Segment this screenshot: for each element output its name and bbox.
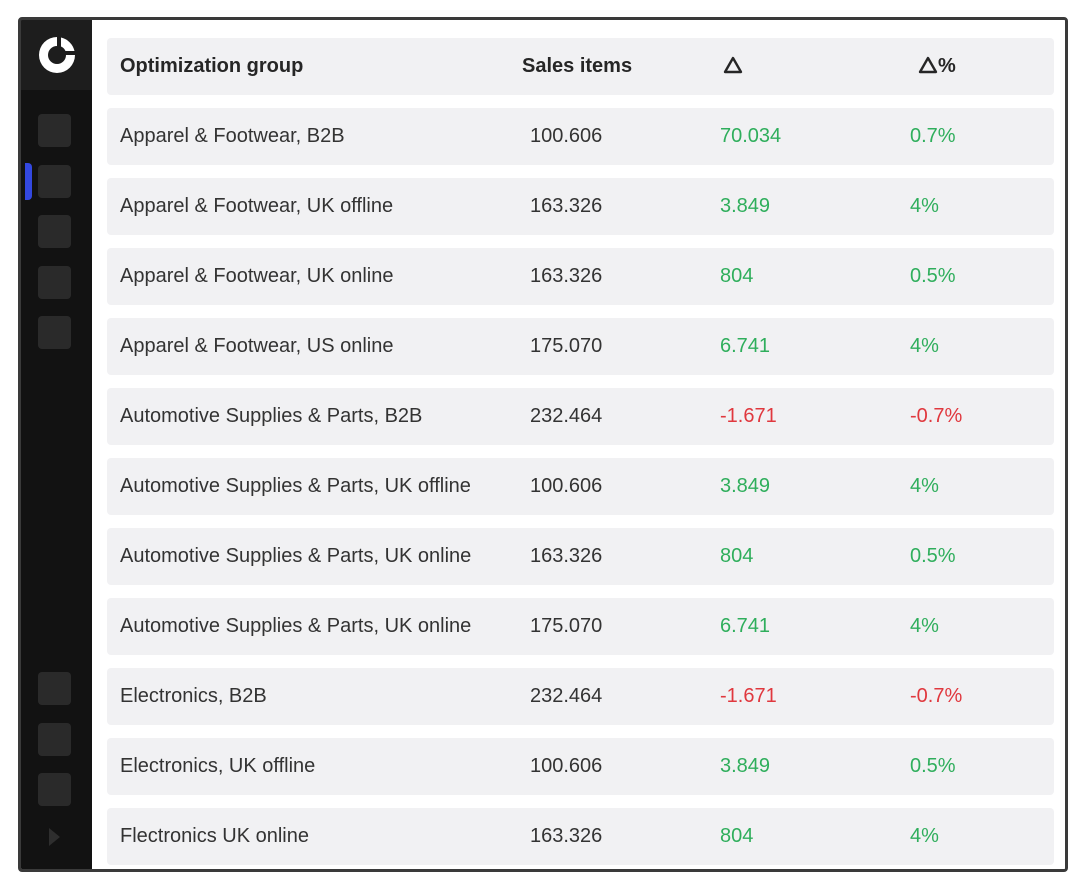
row-delta-percent: -0.7% (910, 405, 963, 427)
row-delta-percent: 4% (910, 615, 939, 637)
row-delta: -1.671 (720, 405, 777, 427)
main-content: Optimization group Sales items % Apparel… (92, 20, 1065, 869)
row-group-name: Automotive Supplies & Parts, UK online (120, 545, 472, 567)
row-delta: 70.034 (720, 125, 782, 147)
row-sales-items: 100.606 (530, 125, 603, 147)
row-group-name: Apparel & Footwear, UK offline (120, 195, 394, 217)
table-header: Optimization group Sales items % (107, 38, 1054, 95)
table-row[interactable]: Electronics, B2B 232.464 -1.671 -0.7% (107, 668, 1054, 725)
row-delta: 3.849 (720, 195, 771, 217)
delta-triangle-icon (918, 56, 938, 73)
row-delta-percent: 0.5% (910, 755, 956, 777)
row-sales-items: 175.070 (530, 335, 603, 357)
row-delta-percent: 4% (910, 475, 939, 497)
table-row[interactable]: Apparel & Footwear, UK online 163.326 804 0… (107, 248, 1054, 305)
row-sales-items: 175.070 (530, 615, 603, 637)
logo-area[interactable] (21, 20, 92, 90)
row-delta-percent: 4% (910, 825, 939, 847)
row-delta-percent: 4% (910, 335, 939, 357)
row-delta: 6.741 (720, 615, 771, 637)
expand-sidebar-icon[interactable] (49, 828, 60, 846)
header-delta[interactable] (723, 38, 743, 95)
row-sales-items: 163.326 (530, 825, 603, 847)
row-sales-items: 163.326 (530, 195, 603, 217)
active-nav-indicator (25, 163, 32, 200)
delta-triangle-icon (723, 56, 743, 73)
nav-item-1[interactable] (38, 114, 71, 147)
table-row[interactable]: Flectronics UK online 163.326 804 4% (107, 808, 1054, 865)
nav-item-8[interactable] (38, 773, 71, 806)
row-group-name: Electronics, B2B (120, 685, 267, 707)
row-delta: 6.741 (720, 335, 771, 357)
row-delta: 804 (720, 545, 754, 567)
nav-item-4[interactable] (38, 266, 71, 299)
row-delta-percent: 0.5% (910, 265, 956, 287)
percent-symbol: % (938, 55, 956, 78)
table-row[interactable]: Apparel & Footwear, UK offline 163.326 3.8… (107, 178, 1054, 235)
row-group-name: Apparel & Footwear, UK online (120, 265, 394, 287)
row-group-name: Apparel & Footwear, US online (120, 335, 394, 357)
nav-item-5[interactable] (38, 316, 71, 349)
nav-item-7[interactable] (38, 723, 71, 756)
row-delta: -1.671 (720, 685, 777, 707)
row-group-name: Electronics, UK offline (120, 755, 316, 777)
row-delta: 804 (720, 825, 754, 847)
row-group-name: Flectronics UK online (120, 825, 309, 847)
row-group-name: Automotive Supplies & Parts, UK online (120, 615, 472, 637)
table-row[interactable]: Automotive Supplies & Parts, UK online 16… (107, 528, 1054, 585)
header-optimization-group[interactable]: Optimization group (120, 55, 304, 77)
row-delta: 3.849 (720, 475, 771, 497)
header-delta-percent[interactable]: % (918, 38, 956, 95)
row-sales-items: 232.464 (530, 685, 603, 707)
row-delta-percent: 0.5% (910, 545, 956, 567)
header-sales-items[interactable]: Sales items (522, 55, 633, 77)
nav-item-3[interactable] (38, 215, 71, 248)
row-sales-items: 232.464 (530, 405, 603, 427)
table-row[interactable]: Apparel & Footwear, B2B 100.606 70.034 0.7% (107, 108, 1054, 165)
table-row[interactable]: Automotive Supplies & Parts, UK online 17… (107, 598, 1054, 655)
row-delta: 804 (720, 265, 754, 287)
row-sales-items: 100.606 (530, 755, 603, 777)
row-sales-items: 163.326 (530, 265, 603, 287)
table-row[interactable]: Apparel & Footwear, US online 175.070 6.74… (107, 318, 1054, 375)
table-row[interactable]: Electronics, UK offline 100.606 3.849 0.5% (107, 738, 1054, 795)
row-group-name: Automotive Supplies & Parts, B2B (120, 405, 423, 427)
table-row[interactable]: Automotive Supplies & Parts, B2B 232.464 -… (107, 388, 1054, 445)
row-group-name: Apparel & Footwear, B2B (120, 125, 345, 147)
nav-item-2[interactable] (38, 165, 71, 198)
table-row[interactable]: Automotive Supplies & Parts, UK offline 1… (107, 458, 1054, 515)
row-delta-percent: 0.7% (910, 125, 956, 147)
row-group-name: Automotive Supplies & Parts, UK offline (120, 475, 471, 497)
nav-item-6[interactable] (38, 672, 71, 705)
row-delta-percent: -0.7% (910, 685, 963, 707)
row-delta-percent: 4% (910, 195, 939, 217)
brand-logo-icon (38, 37, 75, 73)
app-window: Optimization group Sales items % Apparel… (18, 17, 1068, 872)
row-delta: 3.849 (720, 755, 771, 777)
sidebar (21, 20, 92, 869)
row-sales-items: 163.326 (530, 545, 603, 567)
row-sales-items: 100.606 (530, 475, 603, 497)
